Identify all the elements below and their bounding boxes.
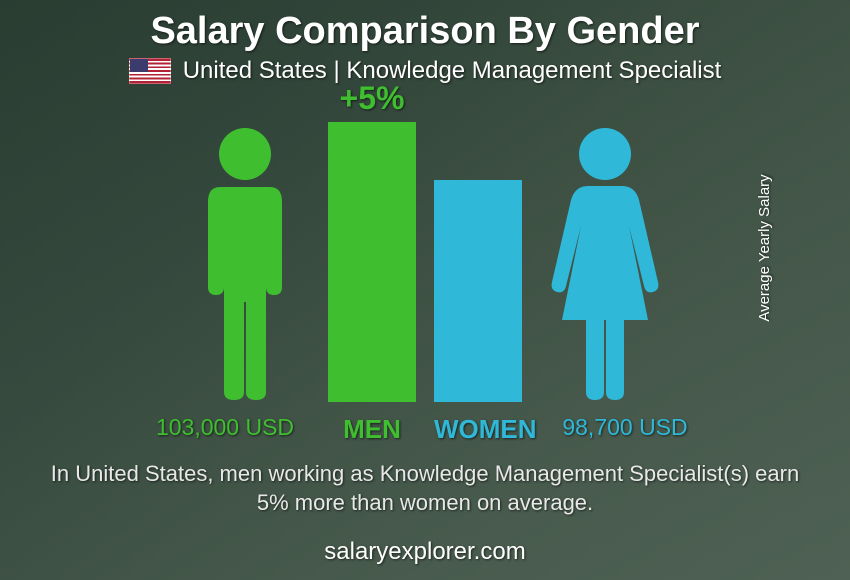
y-axis-label: Average Yearly Salary <box>756 175 773 322</box>
infographic-container: Salary Comparison By Gender United State… <box>0 0 850 580</box>
women-bar <box>434 180 522 402</box>
summary-text: In United States, men working as Knowled… <box>45 459 805 518</box>
subtitle-row: United States | Knowledge Management Spe… <box>129 57 722 85</box>
male-figure-icon <box>180 122 310 402</box>
diff-pct-label: +5% <box>328 80 416 117</box>
women-salary-label: 98,700 USD <box>540 414 710 445</box>
men-salary-label: 103,000 USD <box>140 414 310 445</box>
subtitle: United States | Knowledge Management Spe… <box>183 57 722 85</box>
us-flag-icon <box>129 58 171 84</box>
labels-row: 103,000 USD MEN WOMEN 98,700 USD <box>0 414 850 445</box>
chart-area: +5% Average Yearly Salary <box>0 85 850 412</box>
female-figure-icon <box>540 122 670 402</box>
page-title: Salary Comparison By Gender <box>150 10 699 53</box>
men-gender-label: MEN <box>328 414 416 445</box>
women-bar-wrap <box>434 180 522 402</box>
men-bar <box>328 122 416 402</box>
country-label: United States <box>183 57 327 84</box>
women-gender-label: WOMEN <box>434 414 522 445</box>
men-bar-wrap: +5% <box>328 122 416 402</box>
chart-row: +5% <box>180 122 670 402</box>
footer-site: salaryexplorer.com <box>324 538 525 566</box>
